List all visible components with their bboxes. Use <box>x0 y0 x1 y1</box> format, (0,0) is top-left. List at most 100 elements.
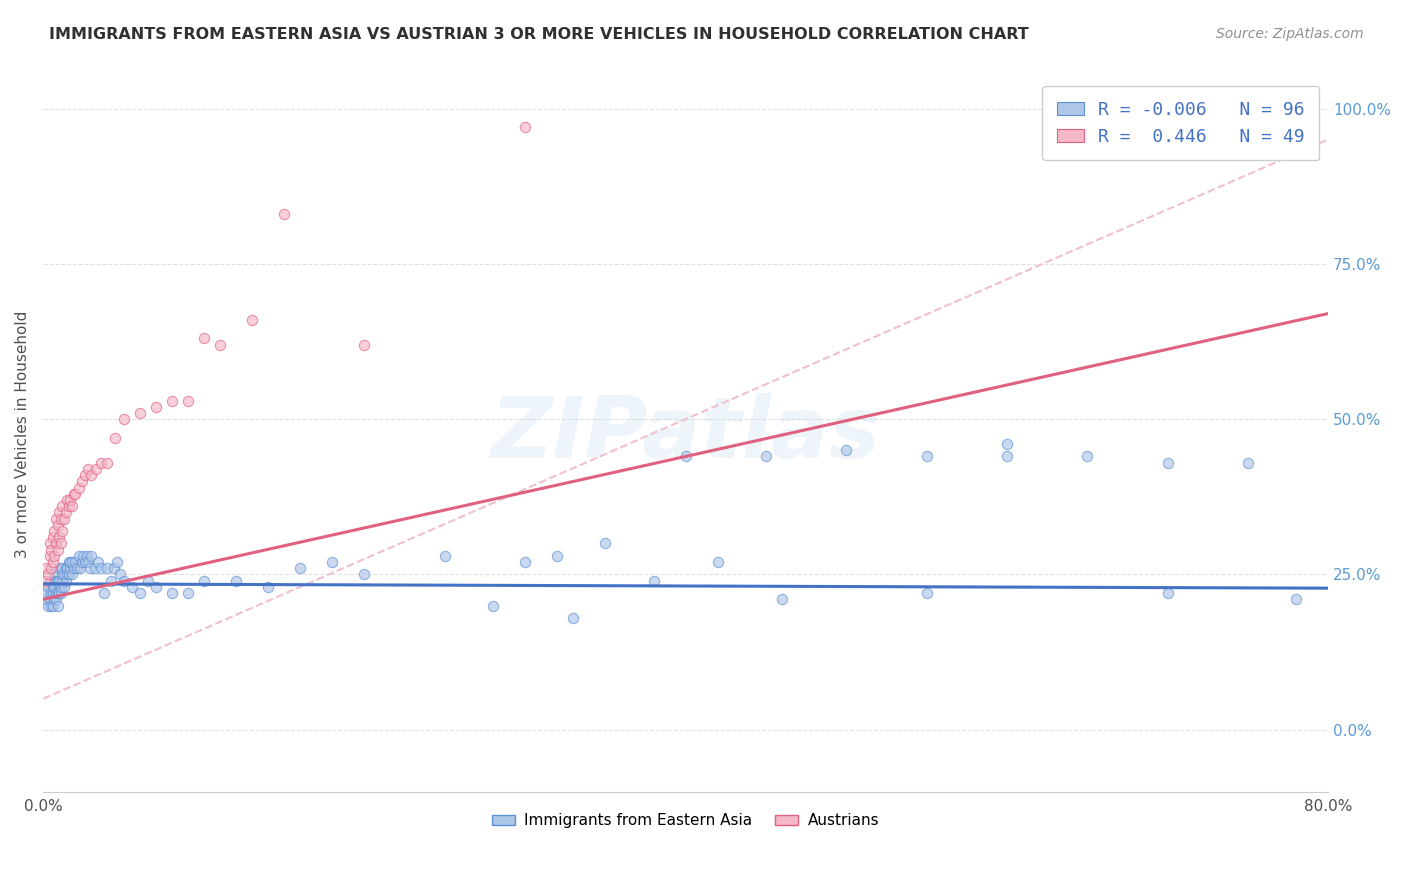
Point <box>48 561 70 575</box>
Point <box>83 561 105 575</box>
Point <box>48 586 70 600</box>
Point <box>45 592 67 607</box>
Point <box>208 337 231 351</box>
Point <box>70 555 93 569</box>
Point <box>53 580 76 594</box>
Point <box>53 567 76 582</box>
Point <box>290 561 312 575</box>
Point <box>39 561 62 575</box>
Point <box>51 524 73 538</box>
Point <box>1076 450 1098 464</box>
Point <box>273 207 295 221</box>
Point <box>45 586 67 600</box>
Point <box>755 450 778 464</box>
Point <box>121 580 143 594</box>
Point <box>72 549 94 563</box>
Point <box>128 406 150 420</box>
Point <box>49 586 72 600</box>
Point <box>915 586 938 600</box>
Point <box>915 450 938 464</box>
Point <box>112 412 135 426</box>
Point <box>35 586 58 600</box>
Text: IMMIGRANTS FROM EASTERN ASIA VS AUSTRIAN 3 OR MORE VEHICLES IN HOUSEHOLD CORRELA: IMMIGRANTS FROM EASTERN ASIA VS AUSTRIAN… <box>49 27 1029 42</box>
Point <box>104 431 127 445</box>
Point <box>51 574 73 588</box>
Point <box>160 393 183 408</box>
Point <box>58 567 80 582</box>
Point <box>62 487 84 501</box>
Point <box>42 530 65 544</box>
Point <box>58 499 80 513</box>
Point <box>770 592 793 607</box>
Point <box>45 536 67 550</box>
Point <box>53 511 76 525</box>
Point <box>44 592 66 607</box>
Point <box>546 549 568 563</box>
Point <box>59 555 82 569</box>
Point <box>62 561 84 575</box>
Point <box>80 468 103 483</box>
Point <box>55 505 77 519</box>
Point <box>51 561 73 575</box>
Point <box>90 456 112 470</box>
Point <box>38 574 60 588</box>
Point <box>51 567 73 582</box>
Point <box>48 505 70 519</box>
Point <box>65 487 87 501</box>
Point <box>38 549 60 563</box>
Point <box>46 599 69 613</box>
Point <box>105 555 128 569</box>
Point <box>1156 586 1178 600</box>
Point <box>37 567 59 582</box>
Point <box>49 511 72 525</box>
Point <box>60 567 83 582</box>
Point <box>45 511 67 525</box>
Point <box>112 574 135 588</box>
Point <box>39 599 62 613</box>
Point <box>835 443 858 458</box>
Point <box>48 530 70 544</box>
Point <box>34 574 56 588</box>
Point <box>56 567 79 582</box>
Point <box>70 475 93 489</box>
Point <box>46 517 69 532</box>
Point <box>49 580 72 594</box>
Point <box>59 561 82 575</box>
Point <box>177 393 200 408</box>
Point <box>73 555 96 569</box>
Point <box>42 586 65 600</box>
Point <box>49 536 72 550</box>
Point <box>48 574 70 588</box>
Legend: Immigrants from Eastern Asia, Austrians: Immigrants from Eastern Asia, Austrians <box>486 807 886 834</box>
Point <box>76 549 98 563</box>
Point <box>321 555 343 569</box>
Point <box>55 574 77 588</box>
Point <box>45 574 67 588</box>
Point <box>56 492 79 507</box>
Point <box>67 549 90 563</box>
Point <box>595 536 617 550</box>
Point <box>562 611 585 625</box>
Point <box>44 567 66 582</box>
Point <box>51 499 73 513</box>
Point <box>42 555 65 569</box>
Point <box>79 561 101 575</box>
Point <box>513 120 536 135</box>
Point <box>58 555 80 569</box>
Point <box>44 580 66 594</box>
Point <box>707 555 730 569</box>
Point <box>353 567 375 582</box>
Point <box>110 567 132 582</box>
Point <box>84 462 107 476</box>
Point <box>128 586 150 600</box>
Point <box>1285 592 1308 607</box>
Point <box>96 561 118 575</box>
Point <box>46 542 69 557</box>
Point <box>44 549 66 563</box>
Point <box>513 555 536 569</box>
Point <box>37 580 59 594</box>
Point <box>177 586 200 600</box>
Point <box>67 481 90 495</box>
Point <box>38 592 60 607</box>
Point <box>65 555 87 569</box>
